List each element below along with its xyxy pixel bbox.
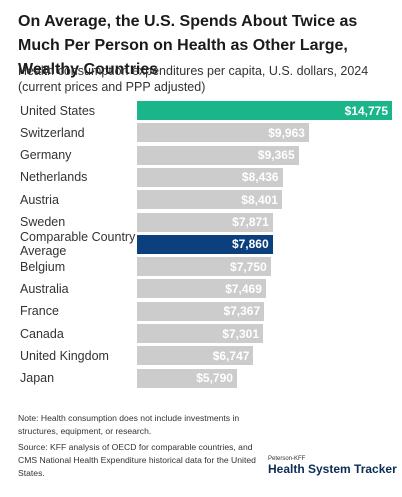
value-label: $7,367: [223, 304, 261, 319]
bar: $7,871: [137, 212, 273, 232]
bar: $5,790: [137, 368, 237, 388]
category-label: Germany: [20, 148, 72, 163]
category-label: Comparable Country Average: [20, 230, 136, 259]
bar: $7,367: [137, 301, 265, 321]
bar: $7,469: [137, 279, 266, 299]
chart-title: On Average, the U.S. Spends About Twice …: [18, 13, 358, 78]
bar: $8,436: [137, 167, 283, 187]
value-label: $9,365: [257, 148, 295, 163]
category-label: Switzerland: [20, 125, 85, 140]
value-label: $5,790: [196, 371, 233, 386]
value-label: $7,469: [225, 281, 262, 296]
bar: $9,963: [137, 123, 309, 143]
value-label: $9,963: [268, 125, 305, 140]
value-label: $7,750: [230, 259, 267, 274]
value-label: $8,401: [241, 192, 278, 207]
source: Source: KFF analysis of OECD for compara…: [18, 442, 256, 478]
category-label: France: [20, 304, 59, 319]
value-label: $14,775: [344, 103, 388, 118]
value-label: $7,871: [232, 215, 269, 229]
bar: $6,747: [137, 346, 254, 366]
bar: $9,365: [137, 145, 299, 165]
note: Note: Health consumption does not includ…: [18, 413, 240, 436]
bar: $7,860: [137, 234, 273, 254]
category-label: United Kingdom: [20, 348, 109, 363]
value-label: $8,436: [241, 170, 279, 185]
category-label: Belgium: [20, 259, 66, 274]
bar: $14,775: [137, 101, 392, 120]
category-label: Japan: [20, 371, 55, 386]
category-label: Sweden: [20, 215, 66, 229]
bar: $8,401: [137, 190, 282, 210]
logo-main: Health System Tracker: [268, 462, 397, 476]
value-label: $6,747: [212, 348, 250, 363]
category-label: Canada: [20, 326, 64, 341]
chart-subtitle: Health consumption expenditures per capi…: [18, 64, 369, 94]
logo-small: Peterson-KFF: [268, 456, 306, 462]
category-label: United States: [20, 103, 96, 118]
value-label: $7,860: [231, 237, 269, 252]
bar: $7,301: [137, 324, 263, 343]
category-label: Austria: [20, 192, 59, 207]
category-label: Australia: [20, 281, 69, 296]
value-label: $7,301: [222, 326, 259, 341]
bar: $7,750: [137, 257, 271, 277]
category-label: Netherlands: [20, 170, 88, 185]
